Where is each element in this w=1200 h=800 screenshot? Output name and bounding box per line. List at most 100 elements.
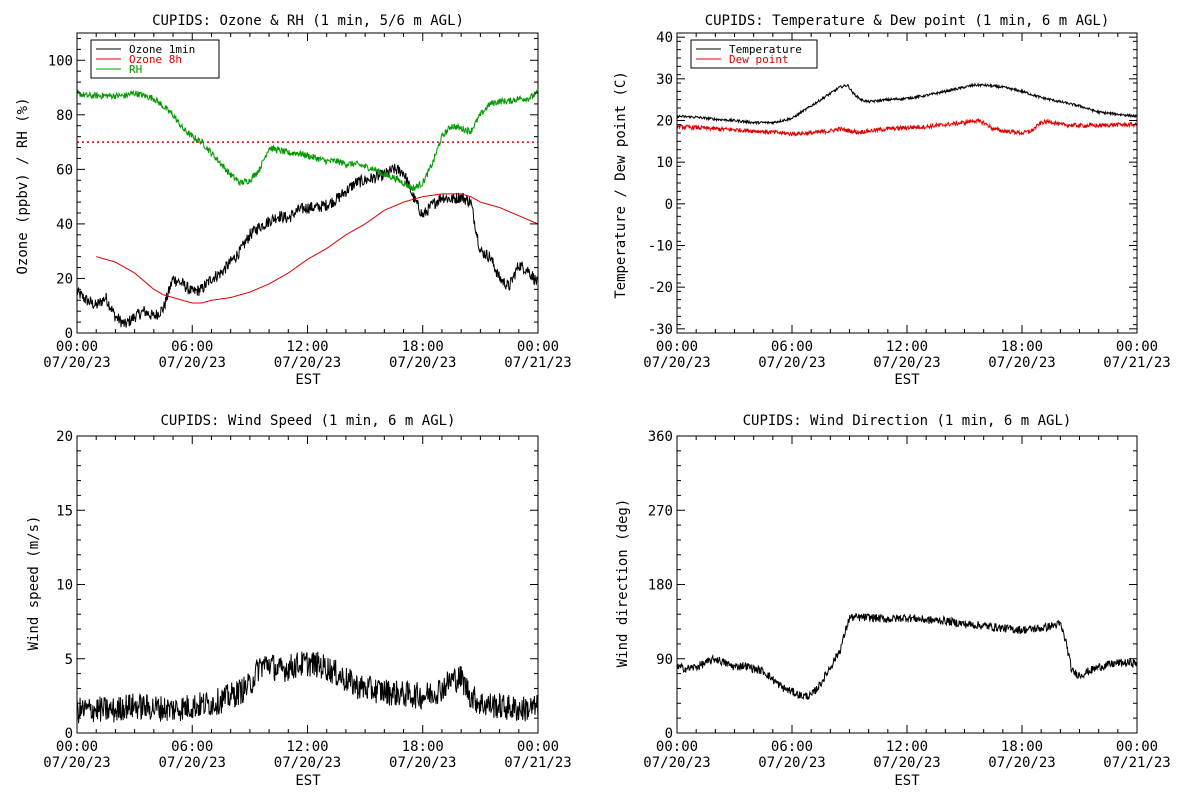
y-tick-label: 0 [665, 197, 673, 213]
y-tick-label: 0 [65, 726, 73, 742]
x-tick-label: 18:00 [1001, 339, 1043, 355]
chart-title: CUPIDS: Ozone & RH (1 min, 5/6 m AGL) [152, 13, 464, 29]
x-axis-label: EST [894, 372, 920, 388]
x-tick-label: 06:00 [171, 739, 213, 755]
y-tick-label: 0 [665, 726, 673, 742]
x-tick-date-label: 07/21/23 [504, 355, 571, 371]
series-group [677, 82, 1137, 137]
series-line-0 [677, 82, 1137, 126]
x-tick-date-label: 07/20/23 [873, 755, 940, 771]
x-tick-date-label: 07/20/23 [988, 355, 1055, 371]
y-tick-label: 20 [656, 114, 673, 130]
plot-area: 00:0007/20/2306:0007/20/2312:0007/20/231… [43, 32, 572, 371]
legend-label: Temperature [729, 43, 802, 56]
x-tick-date-label: 07/21/23 [1103, 755, 1170, 771]
legend-label: Ozone 8h [129, 53, 182, 66]
y-tick-label: 10 [656, 155, 673, 171]
panel-temperature-dewpoint: CUPIDS: Temperature & Dew point (1 min, … [613, 13, 1171, 388]
y-tick-label: -10 [648, 239, 673, 255]
x-tick-label: 00:00 [656, 339, 698, 355]
y-tick-label: 90 [656, 652, 673, 668]
x-tick-label: 06:00 [771, 739, 813, 755]
x-tick-label: 00:00 [656, 739, 698, 755]
x-tick-date-label: 07/20/23 [274, 755, 341, 771]
series-line-2 [77, 89, 538, 192]
legend-label: Dew point [729, 53, 789, 66]
y-axis-label: Wind speed (m/s) [26, 516, 42, 651]
y-tick-label: 10 [56, 578, 73, 594]
x-tick-label: 12:00 [286, 339, 328, 355]
x-tick-label: 00:00 [517, 339, 559, 355]
y-tick-label: 30 [656, 72, 673, 88]
panel-wind-direction: CUPIDS: Wind Direction (1 min, 6 m AGL) … [615, 413, 1171, 789]
x-tick-date-label: 07/20/23 [43, 755, 110, 771]
y-tick-label: 180 [648, 578, 673, 594]
x-tick-label: 12:00 [886, 739, 928, 755]
y-tick-label: 270 [648, 503, 673, 519]
series-line-1 [677, 117, 1137, 137]
x-tick-date-label: 07/20/23 [643, 755, 710, 771]
x-tick-label: 00:00 [56, 739, 98, 755]
x-tick-date-label: 07/20/23 [873, 355, 940, 371]
y-axis-label: Ozone (ppbv) / RH (%) [15, 97, 31, 274]
series-group [77, 651, 538, 724]
x-tick-label: 06:00 [171, 339, 213, 355]
x-tick-label: 00:00 [517, 739, 559, 755]
x-tick-label: 18:00 [1001, 739, 1043, 755]
chart-title: CUPIDS: Temperature & Dew point (1 min, … [705, 13, 1110, 29]
x-axis-label: EST [295, 773, 321, 789]
x-axis-label: EST [295, 372, 321, 388]
x-tick-date-label: 07/21/23 [504, 755, 571, 771]
series-line-0 [77, 163, 538, 328]
series-group [77, 89, 538, 328]
x-axis-label: EST [894, 773, 920, 789]
y-tick-label: 0 [65, 326, 73, 342]
x-tick-label: 12:00 [286, 739, 328, 755]
y-axis-label: Wind direction (deg) [615, 499, 631, 668]
plot-area: 00:0007/20/2306:0007/20/2312:0007/20/231… [43, 429, 571, 771]
y-tick-label: 40 [56, 217, 73, 233]
y-axis-label: Temperature / Dew point (C) [613, 71, 629, 299]
plot-area: 00:0007/20/2306:0007/20/2312:0007/20/231… [643, 30, 1170, 371]
y-tick-label: 5 [65, 652, 73, 668]
x-tick-date-label: 07/20/23 [389, 355, 456, 371]
series-line-1 [96, 193, 538, 304]
chart-title: CUPIDS: Wind Direction (1 min, 6 m AGL) [743, 413, 1072, 429]
x-tick-date-label: 07/21/23 [1103, 355, 1170, 371]
y-tick-label: -20 [648, 280, 673, 296]
x-tick-date-label: 07/20/23 [988, 755, 1055, 771]
x-tick-label: 00:00 [56, 339, 98, 355]
y-tick-label: 20 [56, 429, 73, 445]
series-group [677, 612, 1137, 700]
y-tick-label: 40 [656, 30, 673, 46]
x-tick-label: 06:00 [771, 339, 813, 355]
chart-title: CUPIDS: Wind Speed (1 min, 6 m AGL) [160, 413, 455, 429]
legend-box [690, 39, 818, 69]
x-tick-label: 18:00 [402, 739, 444, 755]
x-tick-label: 00:00 [1116, 739, 1158, 755]
panel-ozone-rh: CUPIDS: Ozone & RH (1 min, 5/6 m AGL) Oz… [15, 13, 572, 388]
panel-wind-speed: CUPIDS: Wind Speed (1 min, 6 m AGL) Wind… [26, 413, 572, 789]
x-tick-date-label: 07/20/23 [758, 355, 825, 371]
y-tick-label: 360 [648, 429, 673, 445]
x-tick-date-label: 07/20/23 [159, 355, 226, 371]
legend-label: RH [129, 63, 142, 76]
x-tick-label: 00:00 [1116, 339, 1158, 355]
series-line-0 [677, 612, 1137, 700]
x-tick-date-label: 07/20/23 [643, 355, 710, 371]
y-tick-label: 100 [48, 53, 73, 69]
y-tick-label: 60 [56, 162, 73, 178]
y-tick-label: 80 [56, 108, 73, 124]
x-tick-date-label: 07/20/23 [758, 755, 825, 771]
legend-label: Ozone 1min [129, 43, 195, 56]
y-tick-label: -30 [648, 322, 673, 338]
series-line-0 [77, 651, 538, 724]
x-tick-date-label: 07/20/23 [43, 355, 110, 371]
y-tick-label: 15 [56, 503, 73, 519]
plot-area: 00:0007/20/2306:0007/20/2312:0007/20/231… [643, 429, 1170, 771]
x-tick-label: 18:00 [402, 339, 444, 355]
x-tick-date-label: 07/20/23 [159, 755, 226, 771]
x-tick-label: 12:00 [886, 339, 928, 355]
